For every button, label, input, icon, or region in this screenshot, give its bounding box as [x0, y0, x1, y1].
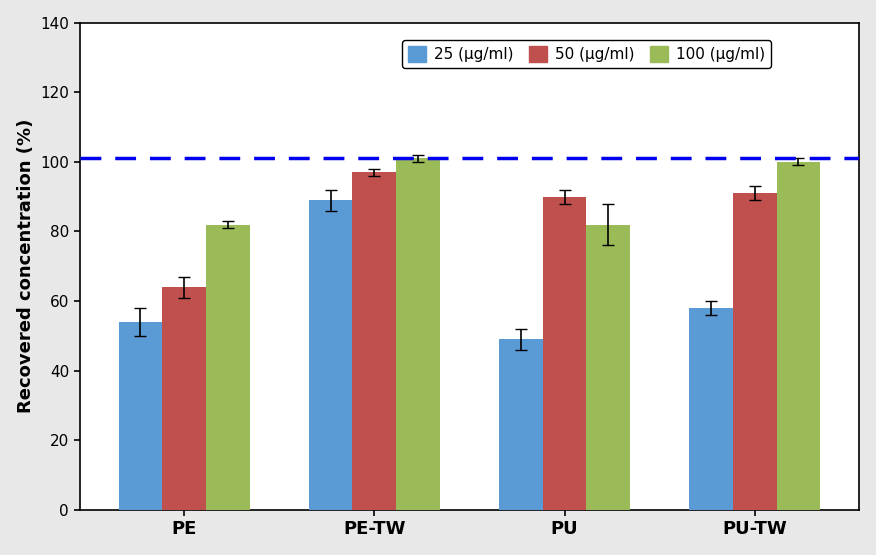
Bar — [689, 308, 733, 510]
Y-axis label: Recovered concentration (%): Recovered concentration (%) — [17, 119, 35, 413]
Bar — [586, 225, 630, 510]
Bar — [733, 193, 777, 510]
Legend: 25 (μg/ml), 50 (μg/ml), 100 (μg/ml): 25 (μg/ml), 50 (μg/ml), 100 (μg/ml) — [402, 40, 771, 68]
Bar — [162, 287, 206, 510]
Bar — [352, 172, 396, 510]
Bar — [118, 322, 162, 510]
Bar — [308, 200, 352, 510]
Bar — [206, 225, 250, 510]
Bar — [499, 339, 542, 510]
Bar — [542, 196, 586, 510]
Bar — [396, 158, 440, 510]
Bar — [777, 162, 820, 510]
